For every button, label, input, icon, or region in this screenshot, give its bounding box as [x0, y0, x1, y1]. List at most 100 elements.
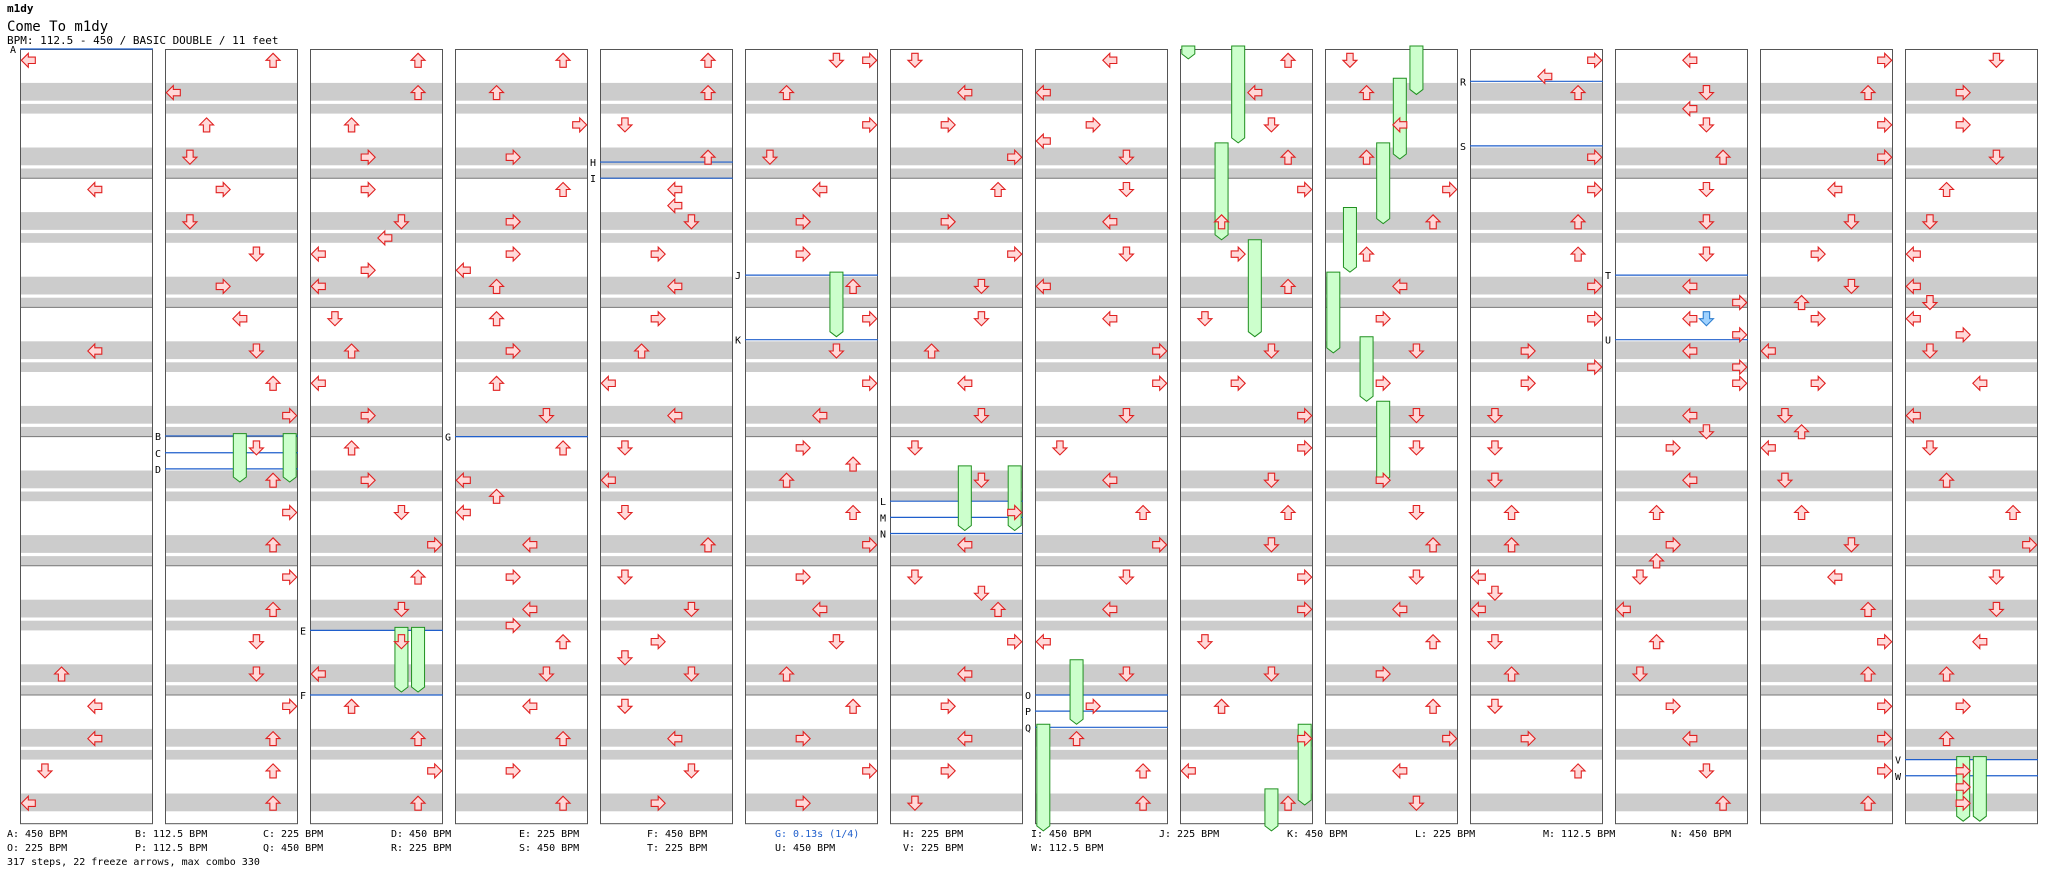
step-arrow	[828, 343, 845, 359]
step-arrow	[1134, 504, 1152, 521]
arrow-shape	[264, 601, 282, 617]
beat-stripe	[1470, 168, 1603, 179]
arrow-shape	[957, 84, 973, 101]
beat-stripe	[1905, 793, 2038, 812]
step-arrow	[600, 471, 616, 489]
beat-stripe	[1905, 664, 2038, 683]
arrow-shape	[940, 213, 956, 231]
step-arrow	[1682, 342, 1698, 360]
beat-stripe	[1325, 82, 1458, 101]
step-arrow	[248, 666, 265, 682]
beat-stripe	[745, 470, 878, 489]
column-border	[1905, 49, 2038, 825]
step-arrow	[1408, 569, 1425, 585]
step-arrow	[409, 795, 427, 811]
beat-stripe	[1905, 620, 2038, 631]
step-arrow	[906, 795, 924, 811]
step-arrow	[264, 537, 282, 553]
beat-stripe	[1760, 685, 1893, 695]
beat-stripe	[1470, 749, 1603, 760]
arrow-shape	[1877, 116, 1893, 134]
step-arrow	[699, 149, 717, 165]
step-arrow	[683, 601, 700, 618]
arrow-shape	[862, 51, 878, 69]
step-arrow	[1442, 181, 1458, 198]
beat-stripe	[1180, 82, 1313, 101]
freeze-arrow	[1972, 756, 1987, 822]
step-arrow	[1955, 778, 1971, 796]
arrow-shape	[1793, 294, 1810, 311]
step-arrow	[1408, 795, 1425, 811]
step-arrow	[1375, 310, 1391, 328]
beat-stripe	[310, 426, 443, 437]
arrow-shape	[1375, 374, 1391, 392]
arrow-shape	[310, 278, 326, 295]
arrow-shape	[683, 214, 700, 230]
arrow-shape	[1247, 84, 1263, 101]
step-arrow	[1007, 148, 1023, 166]
beat-stripe	[1905, 147, 2038, 166]
beat-stripe	[20, 233, 153, 243]
beat-stripe	[1470, 405, 1603, 424]
step-arrow	[1955, 697, 1971, 715]
beat-stripe	[1325, 685, 1458, 695]
arrow-shape	[1503, 504, 1520, 521]
step-arrow	[683, 214, 700, 230]
step-arrow	[862, 310, 878, 328]
beat-stripe	[1615, 212, 1748, 230]
arrow-shape	[1698, 311, 1715, 327]
beat-stripe	[1470, 426, 1603, 437]
arrow-shape	[1760, 439, 1776, 457]
column-border	[1760, 49, 1893, 825]
freeze-arrow	[1264, 788, 1279, 832]
step-arrow	[1859, 601, 1877, 617]
arrow-shape	[522, 601, 538, 618]
beat-stripe	[1180, 362, 1313, 372]
arrow-shape	[1905, 407, 1921, 424]
legend-entry: E: 225 BPM	[519, 829, 580, 840]
beat-stripe	[1470, 556, 1603, 566]
step-arrow	[1938, 472, 1955, 488]
beat-stripe	[1035, 212, 1168, 230]
step-arrow	[1470, 601, 1486, 618]
legend-entry: F: 450 BPM	[647, 829, 708, 840]
step-arrow	[957, 374, 973, 392]
step-arrow	[1938, 730, 1955, 747]
arrow-shape	[1877, 148, 1893, 166]
chart-column	[890, 49, 1023, 825]
arrow-shape	[1263, 666, 1280, 682]
legend-entry: N: 450 BPM	[1671, 829, 1732, 840]
arrow-shape	[248, 634, 265, 650]
bpm-marker-label: F	[300, 691, 306, 702]
step-arrow	[505, 342, 521, 360]
step-arrow	[1520, 374, 1536, 392]
beat-stripe	[1325, 556, 1458, 566]
step-arrow	[1118, 408, 1135, 424]
step-arrow	[795, 730, 811, 747]
freeze-arrow	[1359, 336, 1374, 402]
step-arrow	[778, 666, 795, 682]
arrow-shape	[264, 472, 282, 488]
arrow-shape	[1776, 408, 1794, 424]
step-arrow	[1827, 568, 1843, 586]
chart-column	[310, 49, 443, 825]
step-arrow	[1152, 536, 1168, 554]
step-arrow	[360, 148, 376, 166]
arrow-shape	[1102, 471, 1118, 489]
arrow-shape	[1569, 246, 1587, 262]
beat-stripe	[1470, 233, 1603, 243]
beat-stripe	[1905, 82, 2038, 101]
step-arrow	[360, 261, 376, 279]
beat-stripe	[455, 212, 588, 230]
step-arrow	[1810, 310, 1826, 328]
arrow-shape	[973, 408, 990, 424]
step-arrow	[650, 633, 666, 651]
arrow-shape	[1341, 52, 1359, 69]
step-arrow	[778, 472, 795, 488]
beat-stripe	[165, 535, 298, 553]
step-arrow	[1263, 343, 1280, 359]
arrow-shape	[1698, 181, 1715, 198]
beat-stripe	[890, 362, 1023, 372]
step-arrow	[1682, 100, 1698, 118]
beat-stripe	[1325, 147, 1458, 166]
